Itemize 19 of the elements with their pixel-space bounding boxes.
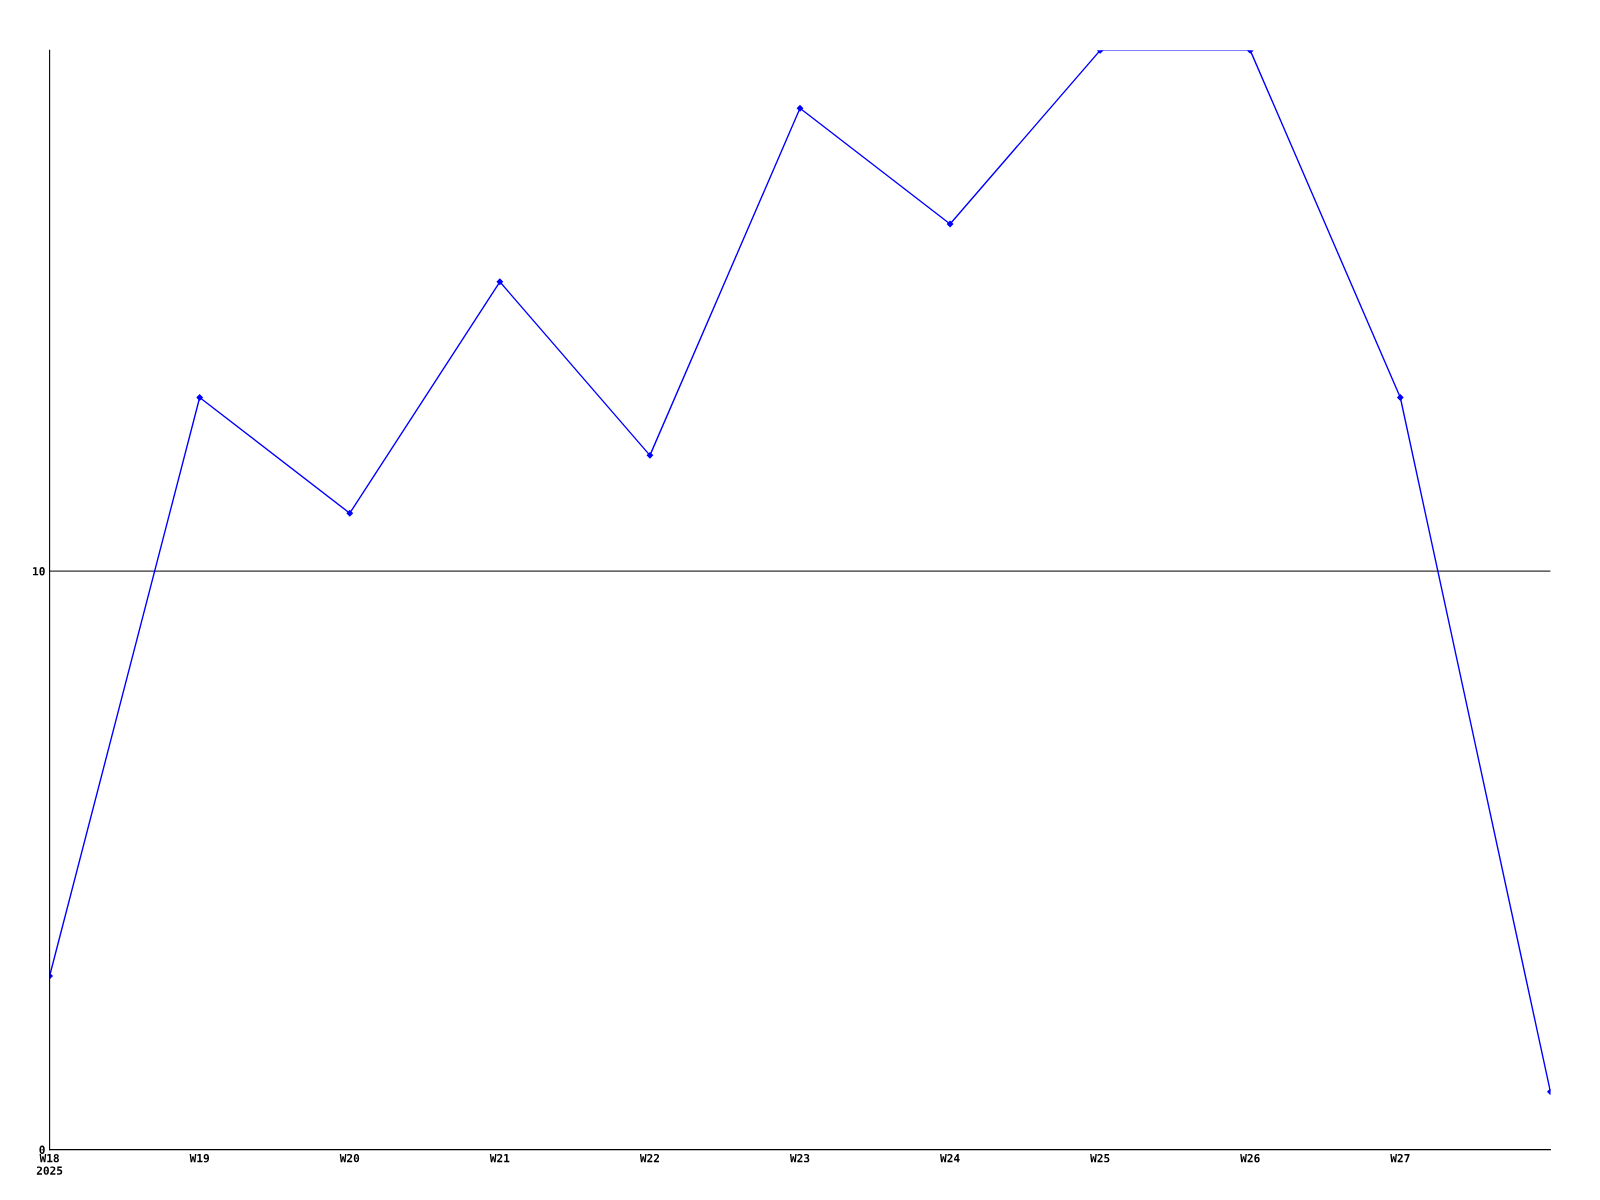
x-tick-label: W26 [1240, 1153, 1260, 1163]
x-tick-label: W21 [489, 1153, 510, 1163]
x-tick-label: W20 [339, 1153, 360, 1163]
x-tick-label: W18 2025 [36, 1153, 63, 1175]
x-tick-label: W27 [1390, 1153, 1410, 1163]
point [646, 452, 654, 459]
y-tick-label: 0 [39, 1145, 45, 1154]
point [196, 394, 203, 401]
x-tick-label: W23 [789, 1153, 810, 1163]
point [346, 510, 353, 517]
x-tick-label: W25 [1090, 1153, 1110, 1163]
point [796, 105, 804, 112]
point [946, 220, 954, 228]
point [1397, 394, 1404, 401]
x-tick-label: W24 [940, 1153, 960, 1163]
x-tick-label: W22 [639, 1153, 660, 1163]
point [496, 278, 503, 285]
y-tick-label: 10 [33, 567, 45, 576]
x-tick-label: W19 [189, 1154, 209, 1163]
